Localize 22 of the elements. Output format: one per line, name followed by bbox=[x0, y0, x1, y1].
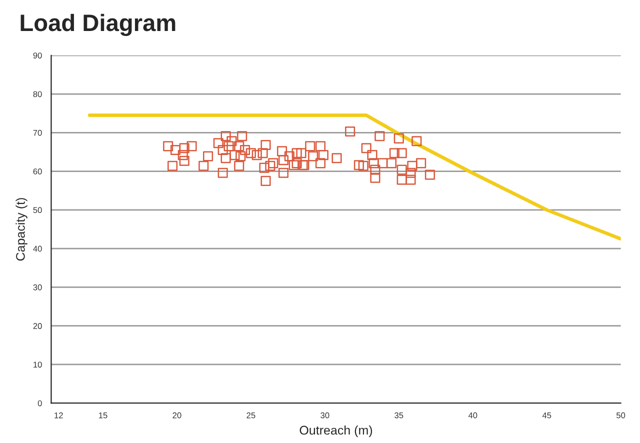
y-tick-label: 50 bbox=[33, 207, 42, 214]
y-tick-label: 20 bbox=[33, 323, 42, 329]
x-tick-label: 25 bbox=[246, 412, 256, 418]
y-tick-label: 90 bbox=[33, 52, 42, 58]
x-tick-label: 30 bbox=[320, 412, 330, 418]
y-tick-label: 30 bbox=[33, 284, 42, 290]
x-axis-title: Outreach (m) bbox=[300, 425, 372, 438]
y-tick-label: 70 bbox=[33, 130, 42, 136]
y-tick-label: 0 bbox=[38, 400, 42, 406]
y-tick-label: 40 bbox=[33, 246, 42, 252]
x-tick-label: 20 bbox=[172, 412, 182, 418]
y-tick-label: 80 bbox=[33, 91, 42, 98]
y-axis-title: Capacity (t) bbox=[16, 198, 28, 261]
x-tick-label: 50 bbox=[616, 412, 626, 418]
x-tick-label: 15 bbox=[98, 412, 108, 418]
chart-title: Load Diagram bbox=[20, 14, 176, 36]
y-tick-label: 10 bbox=[34, 362, 42, 368]
x-tick-label: 35 bbox=[394, 412, 404, 418]
y-tick-label: 60 bbox=[33, 168, 42, 174]
x-tick-label: 40 bbox=[468, 412, 478, 418]
x-tick-label: 45 bbox=[542, 412, 552, 418]
x-tick-label: 12 bbox=[54, 412, 63, 418]
